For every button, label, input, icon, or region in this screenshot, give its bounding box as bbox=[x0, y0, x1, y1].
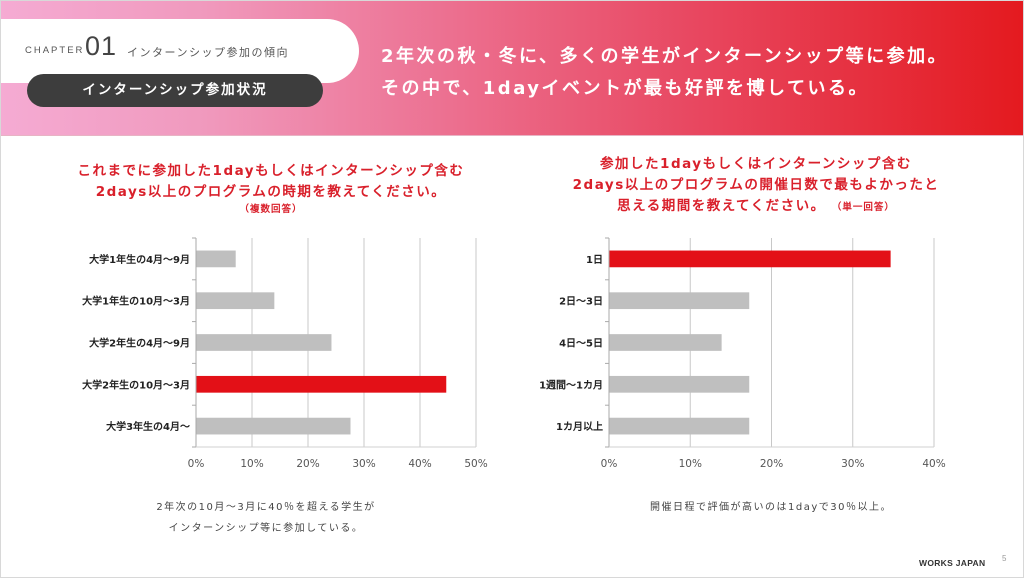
left-caption: 2年次の10月～3月に40％を超える学生が インターンシップ等に参加している。 bbox=[111, 497, 421, 539]
category-label: 大学3年生の4月～ bbox=[106, 420, 190, 433]
bar bbox=[196, 292, 275, 310]
category-label: 大学2年生の10月～3月 bbox=[82, 378, 190, 391]
chapter-title: インターンシップ参加の傾向 bbox=[127, 46, 289, 59]
right-bar-chart: 0% 10% 20% 30% 40% 1日 2日～3日 4日～5日 1週間～1カ月 1カ月以上 bbox=[539, 237, 946, 470]
bar bbox=[196, 250, 236, 268]
left-caption-line-2: インターンシップ等に参加している。 bbox=[168, 523, 364, 534]
headline-line-1: 2年次の秋・冬に、多くの学生がインターンシップ等に参加。 bbox=[381, 46, 949, 67]
left-bar-chart: 0% 10% 20% 30% 40% 50% 大学1年生の4月～9月大学1年生の10月～3月… bbox=[82, 237, 488, 470]
category-label: 大学2年生の4月～9月 bbox=[89, 337, 190, 350]
x-tick-label: 30% bbox=[841, 458, 864, 470]
x-tick-label: 40% bbox=[408, 458, 431, 470]
x-tick-label: 0% bbox=[601, 458, 618, 470]
bar-highlight bbox=[196, 375, 447, 393]
headline-line-2: その中で、1dayイベントが最も好評を博している。 bbox=[381, 78, 869, 99]
category-label: 2日～3日 bbox=[559, 296, 603, 308]
x-tick-label: 50% bbox=[464, 458, 487, 470]
left-title-note: （複数回答） bbox=[239, 204, 303, 215]
chapter-label: CHAPTER bbox=[25, 45, 85, 56]
category-label: 1週間～1カ月 bbox=[539, 379, 603, 391]
page-number: 5 bbox=[1002, 554, 1007, 563]
section-title: インターンシップ参加状況 bbox=[27, 74, 323, 107]
category-label: 1カ月以上 bbox=[556, 420, 603, 433]
x-tick-label: 40% bbox=[922, 458, 945, 470]
right-title-line-2: 2days以上のプログラムの開催日数で最もよかったと bbox=[572, 177, 940, 193]
x-tick-label: 10% bbox=[240, 458, 263, 470]
right-title-line-3-wrap: 思える期間を教えてください。 （単一回答） bbox=[536, 196, 976, 218]
headline: 2年次の秋・冬に、多くの学生がインターンシップ等に参加。 その中で、1dayイベ… bbox=[381, 41, 948, 105]
right-chart-title: 参加した1dayもしくはインターンシップ含む 2days以上のプログラムの開催日… bbox=[536, 154, 976, 218]
category-label: 1日 bbox=[586, 254, 603, 266]
bar bbox=[609, 375, 750, 393]
chapter-number: 01 bbox=[85, 31, 118, 61]
bar bbox=[609, 417, 750, 435]
x-tick-label: 0% bbox=[188, 458, 205, 470]
right-title-line-3: 思える期間を教えてください。 bbox=[617, 198, 826, 214]
category-label: 大学1年生の10月～3月 bbox=[82, 295, 190, 308]
x-tick-label: 10% bbox=[679, 458, 702, 470]
bar bbox=[609, 334, 722, 351]
chapter-pill bbox=[1, 19, 359, 83]
x-tick-label: 20% bbox=[760, 458, 783, 470]
right-title-line-1: 参加した1dayもしくはインターンシップ含む bbox=[600, 156, 912, 172]
x-tick-label: 20% bbox=[296, 458, 319, 470]
bar bbox=[196, 417, 351, 435]
category-label: 4日～5日 bbox=[559, 338, 603, 350]
bar-highlight bbox=[609, 250, 891, 268]
right-caption: 開催日程で評価が高いのは1dayで30％以上。 bbox=[650, 502, 892, 513]
right-title-note: （単一回答） bbox=[831, 202, 895, 213]
bar bbox=[609, 292, 750, 310]
left-chart-title: これまでに参加した1dayもしくはインターンシップ含む 2days以上のプログラ… bbox=[46, 161, 496, 217]
works-japan-logo: WORKS JAPAN bbox=[919, 558, 986, 568]
x-tick-label: 30% bbox=[352, 458, 375, 470]
category-label: 大学1年生の4月～9月 bbox=[89, 253, 190, 266]
left-title-line-1: これまでに参加した1dayもしくはインターンシップ含む bbox=[77, 163, 465, 179]
left-caption-line-1: 2年次の10月～3月に40％を超える学生が bbox=[156, 502, 376, 513]
bar bbox=[196, 334, 332, 351]
left-title-line-2: 2days以上のプログラムの時期を教えてください。 bbox=[95, 184, 447, 200]
header-banner: CHAPTER 01 インターンシップ参加の傾向 インターンシップ参加状況 2年… bbox=[1, 1, 1023, 136]
